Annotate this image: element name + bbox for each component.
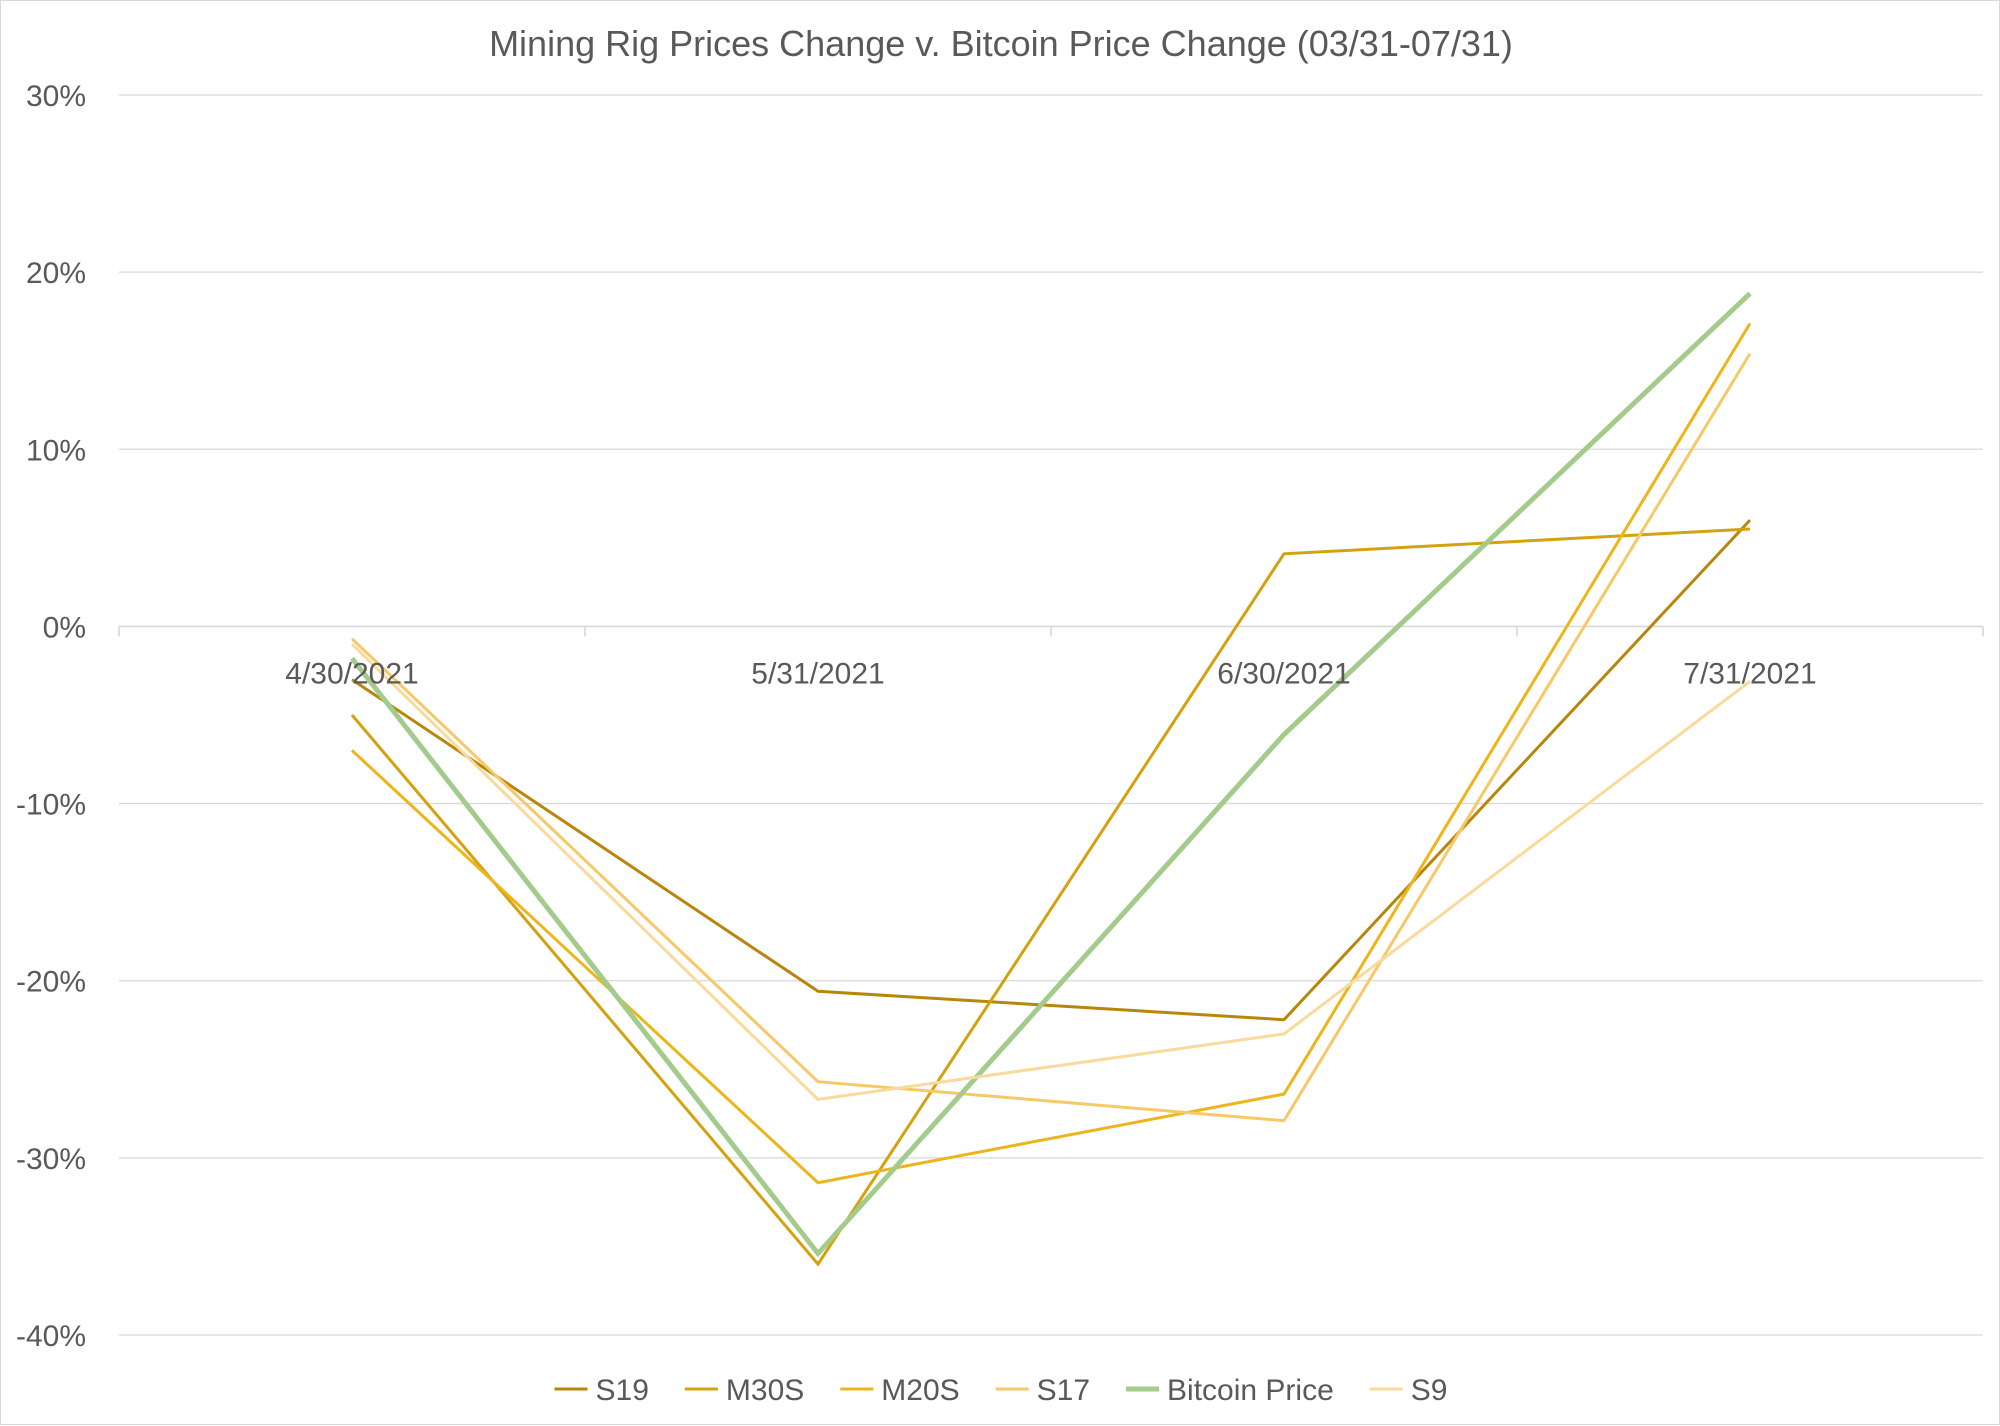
y-tick-label: -20% — [16, 966, 86, 999]
series-line-s19 — [351, 519, 1752, 1022]
y-axis-tick-labels: 30% 20% 10% 0% -10% -20% -30% -40% — [16, 80, 86, 1353]
y-tick-label: 30% — [26, 80, 86, 113]
legend-label-m30s: M30S — [726, 1374, 804, 1407]
series-line-s9 — [350, 643, 1751, 1101]
legend-label-s17: S17 — [1037, 1374, 1090, 1407]
y-tick-label: 20% — [26, 257, 86, 290]
x-tick-label: 6/30/2021 — [1217, 657, 1350, 690]
x-tick-label: 5/31/2021 — [751, 657, 884, 690]
series-lines — [350, 291, 1752, 1267]
series-line-m20s — [350, 322, 1752, 1185]
legend: S19 M30S M20S S17 Bitcoin Price S9 — [554, 1374, 1448, 1407]
series-line-m30s — [350, 527, 1751, 1267]
legend-label-bitcoin-price: Bitcoin Price — [1167, 1374, 1334, 1407]
y-tick-label: -40% — [16, 1320, 86, 1353]
y-tick-label: 0% — [43, 611, 86, 644]
series-line-bitcoin-price — [350, 291, 1752, 1258]
legend-label-s9: S9 — [1411, 1374, 1448, 1407]
x-tick-label: 4/30/2021 — [285, 657, 418, 690]
y-tick-label: -30% — [16, 1143, 86, 1176]
legend-label-m20s: M20S — [881, 1374, 959, 1407]
y-tick-label: -10% — [16, 789, 86, 822]
x-axis-tick-labels: 4/30/2021 5/31/2021 6/30/2021 7/31/2021 — [285, 657, 1816, 690]
series-line-s17 — [350, 352, 1752, 1123]
grid-layer — [119, 94, 1983, 1336]
y-tick-label: 10% — [26, 434, 86, 467]
x-tick-label: 7/31/2021 — [1683, 657, 1816, 690]
legend-label-s19: S19 — [596, 1374, 649, 1407]
chart-title: Mining Rig Prices Change v. Bitcoin Pric… — [489, 23, 1513, 64]
x-axis — [118, 625, 1984, 637]
